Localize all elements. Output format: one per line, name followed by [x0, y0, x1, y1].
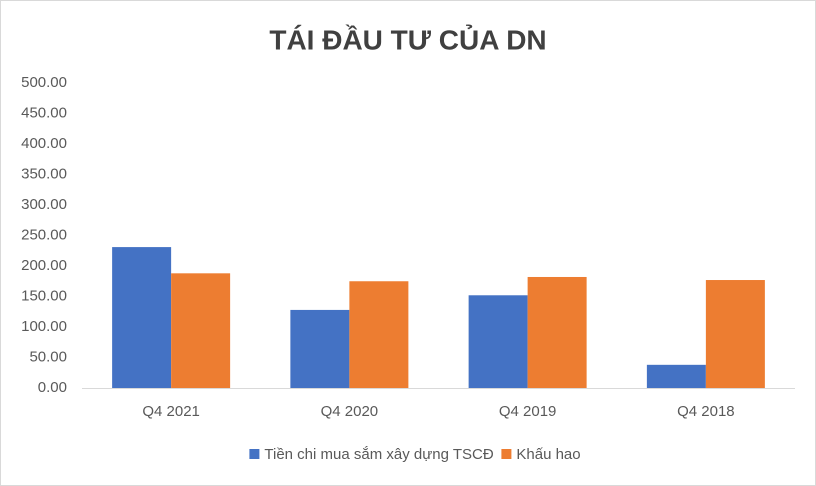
y-tick-label: 350.00	[21, 165, 67, 182]
x-tick-label: Q4 2020	[321, 403, 379, 420]
x-tick-label: Q4 2019	[499, 403, 557, 420]
y-tick-label: 450.00	[21, 104, 67, 121]
bar	[646, 364, 706, 388]
y-tick-label: 50.00	[29, 348, 67, 365]
x-tick-label: Q4 2018	[677, 403, 735, 420]
y-tick-label: 0.00	[38, 379, 67, 396]
chart-title: TÁI ĐẦU TƯ CỦA DN	[269, 23, 546, 55]
bar	[349, 281, 409, 388]
bar	[527, 276, 587, 388]
y-tick-label: 300.00	[21, 196, 67, 213]
bar	[705, 280, 765, 388]
legend-swatch	[249, 449, 260, 459]
legend-label: Tiền chi mua sắm xây dựng TSCĐ	[264, 446, 493, 463]
y-tick-label: 400.00	[21, 135, 67, 152]
y-tick-label: 250.00	[21, 226, 67, 243]
y-tick-label: 500.00	[21, 74, 67, 91]
bar	[290, 309, 350, 388]
bar	[171, 273, 231, 388]
y-tick-label: 100.00	[21, 318, 67, 335]
x-tick-label: Q4 2021	[142, 403, 200, 420]
bar	[112, 247, 172, 388]
y-tick-label: 150.00	[21, 287, 67, 304]
bar	[468, 295, 528, 388]
y-tick-label: 200.00	[21, 257, 67, 274]
legend-label: Khấu hao	[516, 446, 580, 463]
legend-swatch	[501, 449, 512, 459]
